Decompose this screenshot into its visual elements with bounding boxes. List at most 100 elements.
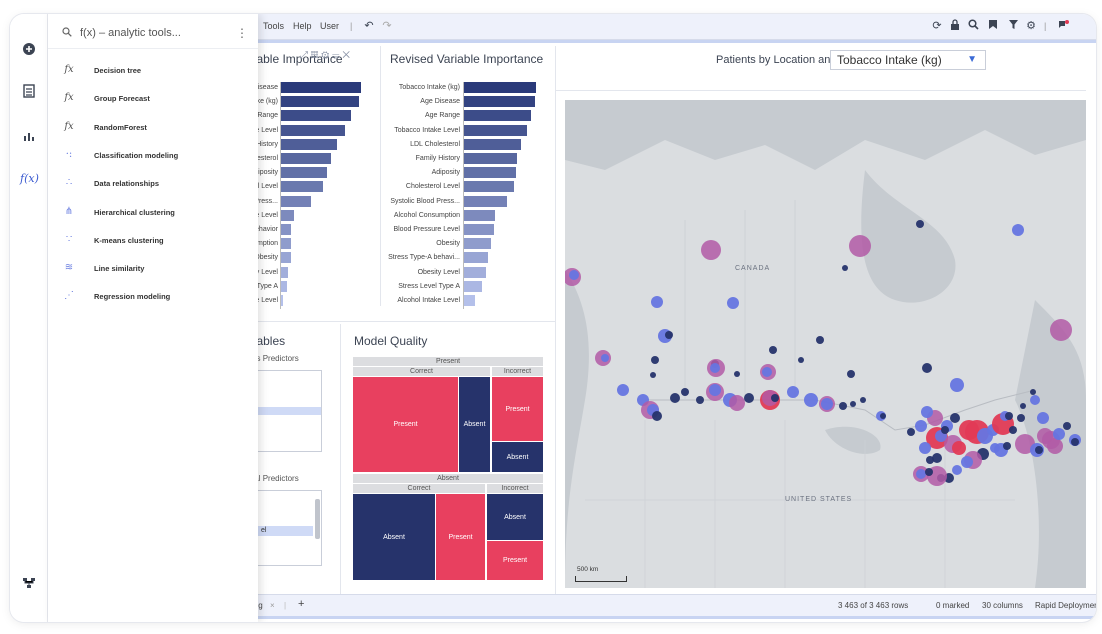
importance-bar[interactable] bbox=[464, 238, 492, 250]
importance-bar[interactable] bbox=[464, 96, 536, 108]
tm-absent-correct-present[interactable]: Present bbox=[436, 494, 485, 580]
map-point[interactable] bbox=[727, 297, 739, 309]
importance-bar[interactable] bbox=[281, 138, 337, 150]
analytic-tool-item[interactable]: ⋔ Hierarchical clustering bbox=[56, 202, 250, 224]
analytic-tool-item[interactable]: fx Decision tree bbox=[56, 60, 250, 82]
tm-present-correct-present[interactable]: Present bbox=[353, 377, 458, 472]
map-point[interactable] bbox=[860, 397, 866, 403]
patients-map[interactable]: CANADA UNITED STATES 500 km bbox=[565, 100, 1086, 588]
map-point[interactable] bbox=[919, 442, 931, 454]
map-point[interactable] bbox=[839, 402, 847, 410]
importance-bar[interactable] bbox=[281, 96, 360, 108]
importance-bar[interactable] bbox=[464, 82, 536, 93]
map-variable-dropdown[interactable]: Tobacco Intake (kg) ▼ bbox=[830, 50, 986, 70]
map-point[interactable] bbox=[1035, 446, 1043, 454]
map-point[interactable] bbox=[950, 413, 960, 423]
map-point[interactable] bbox=[1050, 319, 1072, 341]
map-point[interactable] bbox=[961, 456, 973, 468]
map-point[interactable] bbox=[734, 371, 740, 377]
map-point[interactable] bbox=[1071, 438, 1079, 446]
map-point[interactable] bbox=[651, 296, 663, 308]
map-point[interactable] bbox=[880, 413, 886, 419]
importance-bar[interactable] bbox=[281, 252, 291, 264]
settings-gear-icon[interactable]: ⚙ bbox=[1026, 20, 1036, 32]
importance-bar[interactable] bbox=[464, 209, 495, 221]
importance-bar[interactable] bbox=[281, 224, 292, 235]
importance-bar[interactable] bbox=[464, 266, 486, 278]
map-point[interactable] bbox=[1020, 403, 1026, 409]
importance-bar[interactable] bbox=[281, 124, 345, 136]
data-table-icon[interactable] bbox=[20, 84, 38, 102]
map-point[interactable] bbox=[921, 406, 933, 418]
add-page-icon[interactable]: + bbox=[298, 598, 305, 610]
map-point[interactable] bbox=[952, 465, 962, 475]
importance-bar[interactable] bbox=[281, 110, 352, 122]
map-point[interactable] bbox=[816, 336, 824, 344]
continuous-selected-row[interactable] bbox=[221, 407, 321, 415]
map-point[interactable] bbox=[842, 265, 848, 271]
map-point[interactable] bbox=[821, 398, 833, 410]
map-point[interactable] bbox=[762, 390, 778, 406]
map-point[interactable] bbox=[1030, 395, 1040, 405]
map-point[interactable] bbox=[916, 220, 924, 228]
importance-bar[interactable] bbox=[281, 153, 332, 164]
map-point[interactable] bbox=[709, 384, 721, 396]
tm-present-correct-absent[interactable]: Absent bbox=[459, 377, 490, 472]
map-point[interactable] bbox=[710, 363, 720, 373]
analytic-tools-search[interactable]: f(x) – analytic tools... ⋮ bbox=[58, 24, 248, 44]
importance-bar[interactable] bbox=[464, 252, 488, 264]
map-point[interactable] bbox=[1047, 438, 1063, 454]
map-point[interactable] bbox=[941, 426, 949, 434]
map-point[interactable] bbox=[569, 270, 579, 280]
map-point[interactable] bbox=[652, 411, 662, 421]
analytic-tool-item[interactable]: fx Group Forecast bbox=[56, 88, 250, 110]
add-icon[interactable] bbox=[20, 42, 38, 60]
importance-bar[interactable] bbox=[464, 181, 515, 193]
importance-bar[interactable] bbox=[281, 266, 289, 278]
map-point[interactable] bbox=[850, 401, 856, 407]
undo-icon[interactable]: ↶ bbox=[364, 20, 374, 32]
map-point[interactable] bbox=[787, 386, 799, 398]
menu-tools[interactable]: Tools bbox=[263, 21, 285, 31]
map-point[interactable] bbox=[1030, 389, 1036, 395]
map-point[interactable] bbox=[907, 428, 915, 436]
categorical-scrollbar[interactable] bbox=[315, 499, 320, 539]
tm-present-incorrect-absent[interactable]: Absent bbox=[492, 442, 543, 472]
analytic-tool-item[interactable]: ⋰ Regression modeling bbox=[56, 286, 250, 308]
analytic-tool-item[interactable]: fx RandomForest bbox=[56, 117, 250, 139]
bookmark-icon[interactable] bbox=[986, 19, 1000, 33]
map-point[interactable] bbox=[696, 396, 704, 404]
search-icon[interactable] bbox=[966, 19, 980, 33]
tm-absent-incorrect-absent[interactable]: Absent bbox=[487, 494, 543, 540]
importance-bar[interactable] bbox=[281, 167, 327, 179]
map-point[interactable] bbox=[601, 354, 609, 362]
importance-bar[interactable] bbox=[464, 195, 508, 207]
importance-bar[interactable] bbox=[281, 280, 287, 292]
map-point[interactable] bbox=[847, 370, 855, 378]
importance-bar[interactable] bbox=[464, 153, 518, 164]
map-point[interactable] bbox=[1053, 428, 1065, 440]
visualizations-icon[interactable] bbox=[20, 128, 38, 146]
analytic-tool-item[interactable]: ∴ Data relationships bbox=[56, 173, 250, 195]
menu-user[interactable]: User bbox=[320, 21, 340, 31]
importance-bar[interactable] bbox=[464, 138, 521, 150]
analytics-fx-icon[interactable]: f(x) bbox=[20, 172, 39, 185]
map-point[interactable] bbox=[1063, 422, 1071, 430]
map-point[interactable] bbox=[1005, 412, 1013, 420]
map-point[interactable] bbox=[651, 356, 659, 364]
redo-icon[interactable]: ↷ bbox=[382, 20, 392, 32]
map-point[interactable] bbox=[665, 331, 673, 339]
map-point[interactable] bbox=[922, 363, 932, 373]
more-options-icon[interactable]: ⋮ bbox=[236, 26, 248, 40]
importance-bar[interactable] bbox=[464, 295, 475, 306]
map-point[interactable] bbox=[932, 453, 942, 463]
menu-help[interactable]: Help bbox=[293, 21, 312, 31]
map-point[interactable] bbox=[916, 469, 926, 479]
importance-bar[interactable] bbox=[281, 209, 294, 221]
tm-absent-correct-absent[interactable]: Absent bbox=[353, 494, 435, 580]
map-point[interactable] bbox=[729, 395, 745, 411]
map-point[interactable] bbox=[617, 384, 629, 396]
map-point[interactable] bbox=[1003, 442, 1011, 450]
visual-toolbar-icons[interactable]: ⤢ ▦ ⚙ ☰ ✕ bbox=[300, 50, 350, 61]
map-point[interactable] bbox=[952, 441, 966, 455]
